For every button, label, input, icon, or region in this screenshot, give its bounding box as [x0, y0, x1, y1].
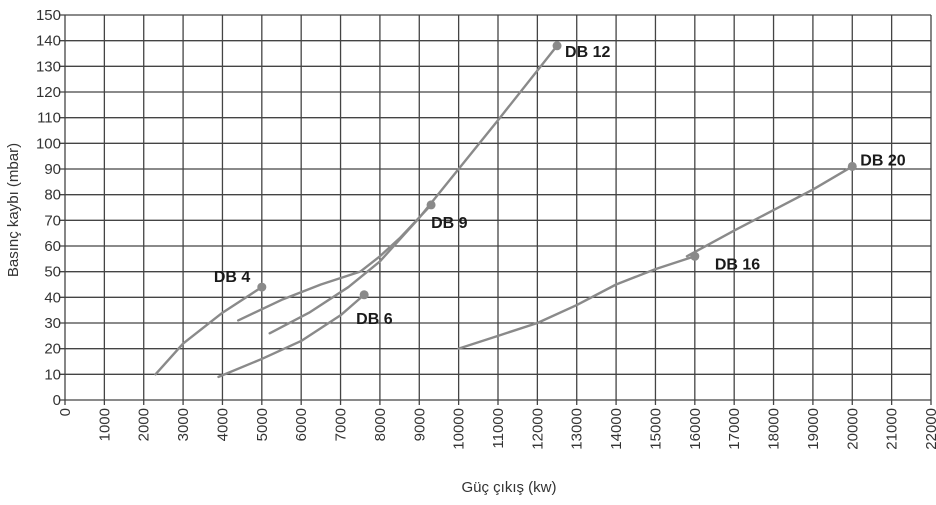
x-tick-label: 0: [57, 408, 74, 416]
x-axis-ticks: 0 1000 2000 3000 4000 5000 6000 7000 8000 9000 100…: [57, 408, 936, 450]
y-tick-label: 40: [44, 289, 61, 306]
x-tick-label: 1000: [96, 408, 113, 441]
x-tick-label: 6000: [293, 408, 310, 441]
series-label-db-12: DB 12: [565, 44, 610, 61]
y-axis-ticks: 0 10 20 30 40 50 60 70 80 90 100 110 120 130 140 150: [36, 7, 61, 409]
y-tick-label: 60: [44, 238, 61, 255]
y-tick-label: 50: [44, 264, 61, 281]
y-tick-label: 140: [36, 33, 61, 50]
series-line-db-16: [457, 255, 697, 350]
series-line-db-6: [217, 293, 366, 379]
x-tick-label: 13000: [569, 408, 586, 450]
x-tick-label: 18000: [766, 408, 783, 450]
series-endpoint-db-6: [359, 290, 369, 300]
series-endpoint-db-20: [847, 161, 857, 171]
x-tick-label: 21000: [884, 408, 901, 450]
series-line-db-9: [236, 203, 433, 322]
x-tick-label: 17000: [726, 408, 743, 450]
x-tick-label: 12000: [529, 408, 546, 450]
x-tick-label: 14000: [608, 408, 625, 450]
x-tick-label: 22000: [923, 408, 936, 450]
x-tick-label: 19000: [805, 408, 822, 450]
x-tick-label: 15000: [647, 408, 664, 450]
series-label-db-20: DB 20: [860, 152, 905, 169]
series-endpoint-db-12: [552, 41, 562, 51]
x-tick-label: 8000: [372, 408, 389, 441]
y-tick-label: 20: [44, 341, 61, 358]
series-endpoint-db-4: [257, 282, 267, 292]
x-tick-label: 10000: [451, 408, 468, 450]
x-tick-label: 5000: [254, 408, 271, 441]
y-tick-label: 80: [44, 187, 61, 204]
x-tick-label: 9000: [411, 408, 428, 441]
y-tick-label: 130: [36, 58, 61, 75]
series-label-db-16: DB 16: [715, 256, 760, 273]
x-tick-label: 3000: [175, 408, 192, 441]
x-tick-label: 11000: [490, 408, 507, 449]
series-label-db-4: DB 4: [214, 269, 251, 286]
series-label-db-6: DB 6: [356, 311, 393, 328]
grid: [60, 14, 932, 405]
y-axis-label: Basınç kaybı (mbar): [5, 143, 22, 277]
series-lines: [154, 41, 857, 379]
series-line-db-20: [685, 165, 854, 258]
y-tick-label: 110: [37, 110, 61, 127]
x-tick-label: 20000: [844, 408, 861, 450]
y-tick-label: 100: [36, 135, 61, 152]
series-line-db-12: [268, 44, 559, 335]
series-label-db-9: DB 9: [431, 215, 468, 232]
x-tick-label: 2000: [136, 408, 153, 441]
y-tick-label: 30: [44, 315, 61, 332]
y-tick-label: 90: [44, 161, 61, 178]
x-tick-label: 4000: [214, 408, 231, 441]
series-labels: DB 4 DB 6 DB 9 DB 12 DB 16 DB 20: [214, 44, 906, 328]
y-tick-label: 120: [36, 84, 61, 101]
y-tick-label: 10: [44, 366, 61, 383]
x-tick-label: 16000: [687, 408, 704, 450]
y-tick-label: 150: [36, 7, 61, 24]
x-tick-label: 7000: [333, 408, 350, 441]
y-tick-label: 0: [53, 392, 61, 409]
x-axis-label: Güç çıkış (kw): [461, 479, 556, 496]
series-line-db-4: [154, 285, 264, 376]
y-tick-label: 70: [44, 212, 61, 229]
